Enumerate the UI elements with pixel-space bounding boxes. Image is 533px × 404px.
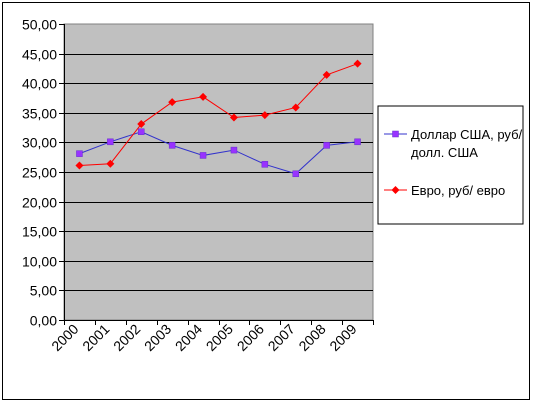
y-tick-label: 40,00 — [22, 76, 57, 92]
data-point — [138, 128, 145, 135]
data-point — [292, 170, 299, 178]
legend-label: Доллар США, руб/ — [411, 127, 523, 142]
x-tick-label: 2004 — [172, 321, 205, 354]
legend-label: долл. США — [411, 145, 478, 160]
data-point — [229, 113, 238, 122]
legend-label: Евро, руб/ евро — [411, 183, 505, 198]
x-tick-label: 2008 — [295, 321, 328, 354]
y-tick-label: 35,00 — [22, 106, 57, 122]
y-tick-label: 30,00 — [22, 135, 57, 151]
x-tick-label: 2006 — [234, 321, 267, 354]
data-point — [106, 159, 115, 168]
y-tick-label: 25,00 — [22, 165, 57, 181]
data-point — [322, 70, 331, 79]
data-point — [260, 111, 269, 120]
y-tick-label: 20,00 — [22, 195, 57, 211]
data-point — [230, 146, 238, 154]
data-point — [291, 103, 300, 112]
y-axis: 0,00 5,00 10,00 15,00 20,00 25,00 30,00 35,00 40… — [22, 17, 65, 329]
data-point — [323, 142, 330, 149]
data-point — [261, 161, 269, 168]
data-point — [353, 59, 362, 68]
data-point — [76, 150, 83, 157]
data-point — [168, 98, 177, 107]
y-tick-label: 10,00 — [22, 254, 57, 270]
legend-entries: Доллар США, руб/долл. США Евро, руб/ евро — [384, 127, 523, 198]
data-point — [107, 138, 114, 146]
data-point — [75, 161, 84, 170]
series-line — [79, 131, 358, 175]
y-tick-label: 5,00 — [30, 283, 57, 299]
x-tick-label: 2009 — [326, 321, 359, 354]
legend-marker — [391, 186, 400, 194]
series-line — [79, 63, 358, 166]
y-tick-label: 15,00 — [22, 224, 57, 240]
y-tick-label: 0,00 — [30, 313, 57, 329]
y-tick-label: 50,00 — [22, 17, 57, 33]
x-tick-label: 2005 — [203, 321, 236, 354]
x-tick-label: 2002 — [110, 321, 143, 354]
x-tick-label: 2003 — [141, 321, 174, 354]
x-tick-label: 2007 — [265, 321, 298, 354]
data-point — [199, 92, 208, 101]
y-tick-label: 45,00 — [22, 47, 57, 63]
x-tick-label: 2001 — [79, 321, 112, 354]
series-layer — [75, 59, 362, 178]
legend — [377, 105, 524, 225]
gridlines — [64, 54, 373, 291]
data-point — [199, 152, 207, 159]
data-point — [137, 120, 146, 129]
legend-marker — [392, 130, 399, 138]
data-point — [354, 138, 361, 146]
data-point — [168, 142, 176, 149]
